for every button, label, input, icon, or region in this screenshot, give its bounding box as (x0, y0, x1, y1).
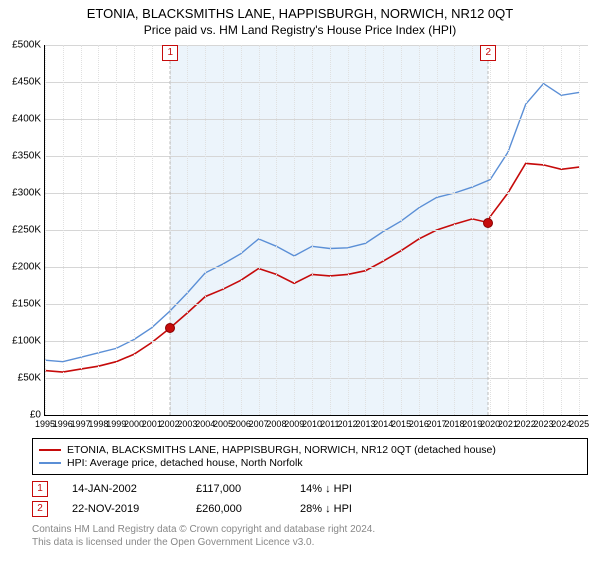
y-gridline (45, 267, 588, 268)
sale-marker-1: 1 (32, 481, 48, 497)
x-gridline (81, 45, 82, 415)
x-axis-label: 2010 (302, 419, 322, 429)
legend-swatch-hpi (39, 462, 61, 464)
y-axis-label: £450K (1, 77, 41, 88)
x-gridline (63, 45, 64, 415)
x-gridline (419, 45, 420, 415)
y-gridline (45, 304, 588, 305)
y-axis-label: £300K (1, 188, 41, 199)
x-gridline (437, 45, 438, 415)
y-gridline (45, 82, 588, 83)
x-gridline (45, 45, 46, 415)
x-gridline (276, 45, 277, 415)
legend-row-property: ETONIA, BLACKSMITHS LANE, HAPPISBURGH, N… (39, 444, 581, 456)
x-gridline (152, 45, 153, 415)
x-gridline (205, 45, 206, 415)
x-gridline (383, 45, 384, 415)
x-axis-label: 2011 (320, 419, 339, 429)
x-gridline (454, 45, 455, 415)
page-title: ETONIA, BLACKSMITHS LANE, HAPPISBURGH, N… (0, 6, 600, 21)
y-gridline (45, 378, 588, 379)
footer-attribution: Contains HM Land Registry data © Crown c… (32, 523, 588, 549)
sale-marker-line (170, 61, 171, 415)
sale-diff-1: 14% ↓ HPI (300, 483, 390, 495)
x-gridline (330, 45, 331, 415)
y-gridline (45, 156, 588, 157)
y-axis-label: £350K (1, 151, 41, 162)
y-axis-label: £100K (1, 336, 41, 347)
sale-diff-2: 28% ↓ HPI (300, 503, 390, 515)
sale-price-2: £260,000 (196, 503, 276, 515)
x-gridline (579, 45, 580, 415)
x-gridline (98, 45, 99, 415)
footer-line1: Contains HM Land Registry data © Crown c… (32, 523, 588, 536)
legend-label-hpi: HPI: Average price, detached house, Nort… (67, 457, 303, 469)
price-chart: £0£50K£100K£150K£200K£250K£300K£350K£400… (44, 45, 588, 416)
legend-label-property: ETONIA, BLACKSMITHS LANE, HAPPISBURGH, N… (67, 444, 496, 456)
y-gridline (45, 230, 588, 231)
x-gridline (134, 45, 135, 415)
sale-dot (483, 218, 493, 228)
x-gridline (259, 45, 260, 415)
sale-dot (165, 323, 175, 333)
x-gridline (241, 45, 242, 415)
x-gridline (543, 45, 544, 415)
y-axis-label: £200K (1, 262, 41, 273)
x-gridline (116, 45, 117, 415)
x-gridline (187, 45, 188, 415)
y-gridline (45, 119, 588, 120)
x-gridline (526, 45, 527, 415)
sales-table: 1 14-JAN-2002 £117,000 14% ↓ HPI 2 22-NO… (32, 481, 588, 517)
y-gridline (45, 45, 588, 46)
x-gridline (294, 45, 295, 415)
y-axis-label: £500K (1, 40, 41, 51)
legend-box: ETONIA, BLACKSMITHS LANE, HAPPISBURGH, N… (32, 438, 588, 475)
x-gridline (312, 45, 313, 415)
y-axis-label: £250K (1, 225, 41, 236)
sales-row-1: 1 14-JAN-2002 £117,000 14% ↓ HPI (32, 481, 588, 497)
x-gridline (490, 45, 491, 415)
legend-swatch-property (39, 449, 61, 451)
y-gridline (45, 341, 588, 342)
x-gridline (223, 45, 224, 415)
x-gridline (508, 45, 509, 415)
sale-date-1: 14-JAN-2002 (72, 483, 172, 495)
x-gridline (472, 45, 473, 415)
legend-row-hpi: HPI: Average price, detached house, Nort… (39, 457, 581, 469)
sale-marker-2: 2 (32, 501, 48, 517)
page-subtitle: Price paid vs. HM Land Registry's House … (0, 23, 600, 37)
y-axis-label: £400K (1, 114, 41, 125)
x-gridline (401, 45, 402, 415)
sale-marker-box: 1 (162, 45, 178, 61)
y-axis-label: £50K (1, 373, 41, 384)
x-gridline (365, 45, 366, 415)
x-gridline (348, 45, 349, 415)
sale-date-2: 22-NOV-2019 (72, 503, 172, 515)
sales-row-2: 2 22-NOV-2019 £260,000 28% ↓ HPI (32, 501, 588, 517)
footer-line2: This data is licensed under the Open Gov… (32, 536, 588, 549)
sale-marker-line (488, 61, 489, 415)
x-axis-label: 2025 (569, 419, 589, 429)
sale-marker-box: 2 (480, 45, 496, 61)
sale-price-1: £117,000 (196, 483, 276, 495)
y-gridline (45, 193, 588, 194)
x-gridline (561, 45, 562, 415)
y-axis-label: £150K (1, 299, 41, 310)
